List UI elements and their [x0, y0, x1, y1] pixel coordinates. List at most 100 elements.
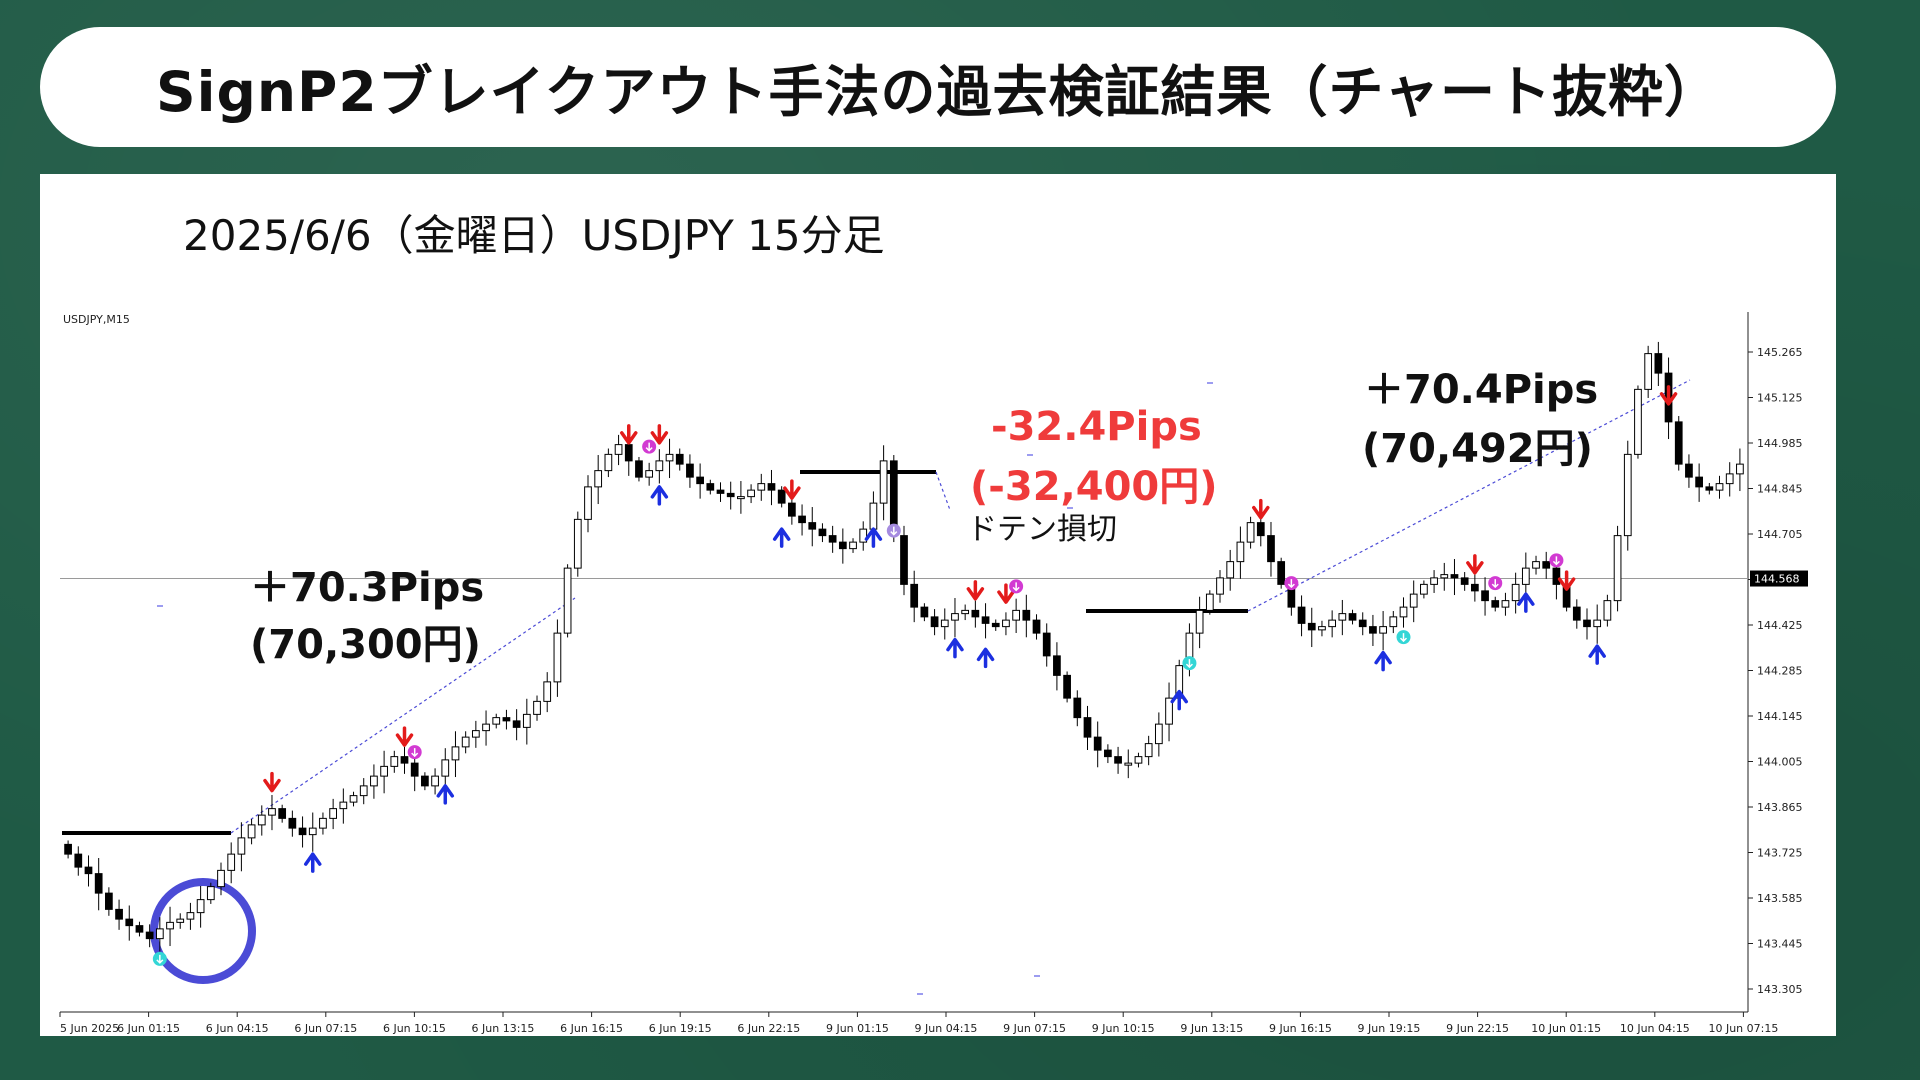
candle-body — [573, 518, 582, 569]
y-tick-label: 144.005 — [1757, 756, 1803, 769]
candle-body — [838, 541, 847, 550]
candle-body — [380, 765, 388, 777]
candle-body — [869, 502, 878, 530]
x-tick-label: 10 Jun 01:15 — [1531, 1022, 1601, 1035]
candle-body — [349, 795, 358, 803]
candle-body — [696, 476, 704, 485]
candle-body — [125, 918, 134, 927]
down-arrow-icon — [1659, 385, 1678, 406]
up-arrow-icon — [1517, 592, 1535, 613]
y-tick-label: 144.985 — [1757, 437, 1803, 450]
cyan-exit-icon — [1396, 630, 1411, 645]
up-arrow-icon — [946, 637, 964, 659]
candle-body — [1358, 619, 1367, 628]
up-arrow-icon — [1374, 650, 1392, 672]
candle-body — [1277, 561, 1286, 585]
candle-body — [390, 756, 399, 767]
x-tick-label: 6 Jun 22:15 — [737, 1022, 800, 1035]
candle-body — [655, 460, 664, 472]
candle-body — [308, 827, 317, 836]
current-price-label: 144.568 — [1754, 573, 1800, 586]
candle-body — [1420, 583, 1428, 595]
candle-body — [961, 609, 970, 615]
candle-body — [329, 808, 338, 819]
candle-body — [227, 853, 236, 871]
candle-body — [1521, 567, 1530, 585]
magenta-exit-icon — [1488, 576, 1503, 591]
candle-body — [237, 837, 246, 855]
down-arrow-icon — [620, 424, 638, 445]
candle-body — [1501, 600, 1510, 608]
candle-body — [533, 700, 541, 715]
candle-body — [1246, 522, 1255, 543]
candle-body — [920, 606, 929, 618]
candle-body — [1022, 609, 1031, 621]
candle-body — [798, 515, 806, 524]
candle-body — [900, 535, 908, 585]
candle-body — [319, 817, 327, 829]
y-tick-label: 144.705 — [1757, 528, 1803, 541]
candle-body — [64, 843, 72, 855]
candle-body — [543, 681, 552, 702]
candle-body — [1093, 736, 1102, 751]
candle-body — [675, 453, 684, 465]
candle-body — [1715, 483, 1724, 491]
candle-body — [1409, 593, 1418, 608]
candle-body — [553, 632, 562, 683]
candle-body — [145, 931, 154, 940]
up-arrow-icon — [1170, 689, 1188, 711]
candle-body — [1042, 632, 1051, 657]
candle-body — [421, 775, 429, 787]
magenta-exit-icon-glyph — [411, 748, 419, 758]
annotation-text: -32.4Pips — [991, 404, 1202, 450]
candle-body — [1430, 577, 1438, 585]
current-price-box — [1750, 570, 1808, 587]
annotation-text: ＋70.3Pips — [250, 565, 484, 611]
candle-body — [176, 918, 185, 923]
candle-body — [1083, 717, 1092, 738]
candle-body — [84, 866, 93, 875]
candle-body — [1256, 522, 1265, 537]
candle-body — [1736, 463, 1744, 475]
candle-body — [1002, 619, 1010, 628]
candles — [64, 341, 1744, 952]
magenta-exit-icon-glyph — [645, 442, 653, 452]
candle-body — [747, 489, 755, 498]
candle-body — [1389, 616, 1398, 628]
candle-body — [155, 928, 164, 940]
candle-body — [1348, 613, 1357, 621]
candle-body — [930, 616, 939, 628]
y-tick-label: 144.425 — [1757, 619, 1803, 632]
candle-body — [1012, 609, 1020, 621]
candle-body — [186, 912, 195, 920]
candle-body — [940, 619, 949, 628]
x-tick-label: 6 Jun 16:15 — [560, 1022, 623, 1035]
candle-body — [1267, 535, 1275, 563]
candle-body — [441, 759, 450, 777]
down-arrow-icon — [1557, 570, 1576, 591]
x-tick-label: 6 Jun 10:15 — [383, 1022, 446, 1035]
y-tick-label: 143.305 — [1757, 983, 1803, 996]
candle-body — [594, 470, 603, 488]
candle-body — [665, 453, 674, 462]
annotations: ＋70.3Pips (70,300円) -32.4Pips (-32,400円)ドテン… — [250, 367, 1598, 668]
candle-body — [166, 921, 174, 930]
up-arrow-icon — [864, 527, 883, 548]
candle-body — [614, 444, 623, 455]
magenta-exit-icon-glyph — [1491, 579, 1499, 589]
candle-body — [1583, 619, 1591, 628]
candle-body — [278, 808, 287, 819]
entry-circle — [150, 878, 256, 984]
y-tick-label: 145.265 — [1757, 346, 1803, 359]
annotation-text: (70,492円) — [1362, 426, 1593, 472]
up-arrow-icon — [772, 527, 791, 548]
candle-body — [1542, 561, 1551, 569]
candle-body — [757, 483, 766, 491]
candle-body — [1216, 577, 1224, 595]
candle-body — [74, 853, 83, 868]
candle-body — [1674, 421, 1683, 465]
candle-body — [1450, 574, 1459, 579]
candle-body — [645, 470, 654, 478]
candle-body — [788, 502, 796, 517]
up-arrow-icon — [304, 852, 322, 873]
